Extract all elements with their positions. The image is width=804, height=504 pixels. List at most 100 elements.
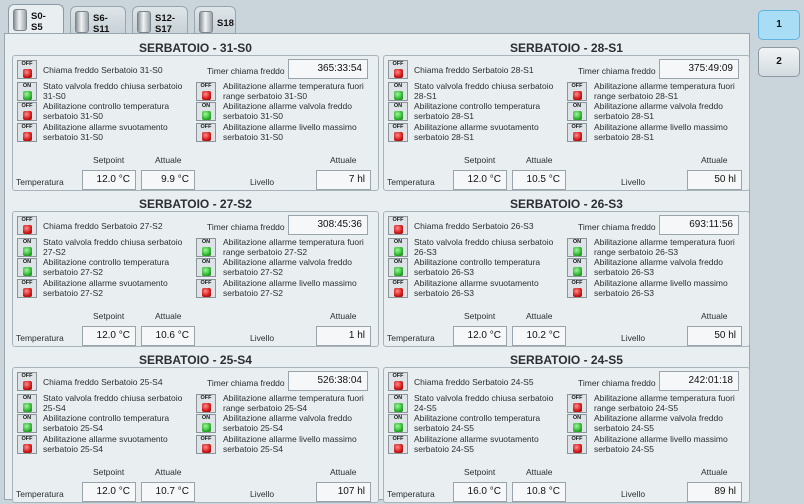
toggle-switch[interactable]: ON: [388, 238, 408, 257]
tank-icon: [13, 9, 27, 31]
toggle-switch[interactable]: ON: [196, 238, 216, 257]
tank-3: SERBATOIO - 26-S3 OFF Chiama freddo Serbat…: [383, 197, 750, 349]
status-led-icon: [573, 444, 582, 453]
status-led-icon: [394, 423, 403, 432]
status-led-icon: [394, 91, 403, 100]
level-label: Livello: [621, 177, 646, 187]
toggle-switch[interactable]: ON: [17, 238, 37, 257]
page-2-button[interactable]: 2: [758, 47, 800, 77]
tank-frame: OFF Chiama freddo Serbatoio 24-S5 ON Stato …: [383, 367, 750, 503]
setpoint-heading: Setpoint: [464, 155, 496, 165]
toggle-switch[interactable]: ON: [388, 394, 408, 413]
setpoint-value[interactable]: 12.0 °C: [453, 326, 507, 346]
level-label: Livello: [250, 489, 275, 499]
actual-heading: Attuale: [330, 155, 357, 165]
status-led-icon: [573, 132, 582, 141]
tab-s6-s11[interactable]: S6- S11: [70, 6, 126, 38]
toggle-switch[interactable]: OFF: [388, 123, 408, 142]
status-led-icon: [23, 69, 32, 78]
status-led-icon: [23, 423, 32, 432]
switch-state-label: OFF: [21, 280, 33, 286]
valve-closed-label: Stato valvola freddo chiusa serbatoio 27…: [43, 237, 183, 257]
status-led-icon: [202, 288, 211, 297]
toggle-switch[interactable]: OFF: [388, 216, 408, 235]
toggle-switch[interactable]: OFF: [17, 279, 37, 298]
toggle-switch[interactable]: ON: [567, 238, 587, 257]
setpoint-value[interactable]: 12.0 °C: [82, 482, 136, 502]
actual-heading: Attuale: [701, 467, 728, 477]
toggle-switch[interactable]: ON: [196, 102, 216, 121]
toggle-switch[interactable]: OFF: [567, 123, 587, 142]
switch-state-label: ON: [572, 239, 582, 245]
page-1-button[interactable]: 1: [758, 10, 800, 40]
setpoint-heading: Setpoint: [464, 467, 496, 477]
toggle-switch[interactable]: ON: [17, 414, 37, 433]
timer-label: Timer chiama freddo: [578, 66, 656, 76]
switch-state-label: ON: [393, 259, 403, 265]
toggle-switch[interactable]: ON: [388, 258, 408, 277]
toggle-switch[interactable]: OFF: [567, 435, 587, 454]
toggle-switch[interactable]: OFF: [17, 216, 37, 235]
range-alarm-label: Abilitazione allarme temperatura fuori r…: [223, 393, 364, 413]
toggle-switch[interactable]: ON: [388, 414, 408, 433]
toggle-switch[interactable]: OFF: [388, 279, 408, 298]
toggle-switch[interactable]: ON: [567, 102, 587, 121]
range-alarm-label: Abilitazione allarme temperatura fuori r…: [594, 237, 735, 257]
toggle-switch[interactable]: OFF: [567, 82, 587, 101]
status-led-icon: [23, 111, 32, 120]
toggle-switch[interactable]: OFF: [196, 123, 216, 142]
toggle-switch[interactable]: ON: [567, 258, 587, 277]
status-led-icon: [202, 403, 211, 412]
toggle-switch[interactable]: OFF: [567, 279, 587, 298]
setpoint-value[interactable]: 16.0 °C: [453, 482, 507, 502]
actual-heading: Attuale: [701, 311, 728, 321]
toggle-switch[interactable]: OFF: [388, 60, 408, 79]
toggle-switch[interactable]: OFF: [196, 394, 216, 413]
tank-frame: OFF Chiama freddo Serbatoio 31-S0 ON Stato …: [12, 55, 379, 191]
toggle-switch[interactable]: ON: [196, 258, 216, 277]
toggle-switch[interactable]: OFF: [196, 82, 216, 101]
toggle-switch[interactable]: ON: [388, 102, 408, 121]
status-led-icon: [394, 225, 403, 234]
toggle-switch[interactable]: ON: [196, 414, 216, 433]
setpoint-value[interactable]: 12.0 °C: [453, 170, 507, 190]
tab-s12-s17[interactable]: S12- S17: [132, 6, 188, 38]
switch-state-label: OFF: [392, 436, 404, 442]
toggle-switch[interactable]: ON: [17, 258, 37, 277]
toggle-switch[interactable]: ON: [388, 82, 408, 101]
status-led-icon: [23, 288, 32, 297]
toggle-switch[interactable]: OFF: [17, 372, 37, 391]
toggle-switch[interactable]: OFF: [17, 60, 37, 79]
valve-closed-label: Stato valvola freddo chiusa serbatoio 25…: [43, 393, 183, 413]
tank-title: SERBATOIO - 31-S0: [139, 41, 252, 55]
empty-alarm-label: Abilitazione allarme svuotamento serbato…: [43, 434, 168, 454]
switch-state-label: OFF: [21, 217, 33, 223]
toggle-switch[interactable]: OFF: [567, 394, 587, 413]
toggle-switch[interactable]: ON: [17, 394, 37, 413]
toggle-switch[interactable]: OFF: [388, 435, 408, 454]
setpoint-value[interactable]: 12.0 °C: [82, 170, 136, 190]
toggle-switch[interactable]: OFF: [196, 435, 216, 454]
level-value: 7 hl: [316, 170, 371, 190]
valve-alarm-label: Abilitazione allarme valvola freddo serb…: [223, 257, 352, 277]
level-alarm-label: Abilitazione allarme livello massimo ser…: [594, 122, 728, 142]
temperature-label: Temperatura: [16, 489, 64, 499]
setpoint-value[interactable]: 12.0 °C: [82, 326, 136, 346]
call-cold-label: Chiama freddo Serbatoio 27-S2: [43, 221, 163, 231]
toggle-switch[interactable]: OFF: [17, 435, 37, 454]
status-led-icon: [394, 288, 403, 297]
tank-1: SERBATOIO - 28-S1 OFF Chiama freddo Serbat…: [383, 41, 750, 193]
switch-state-label: OFF: [21, 124, 33, 130]
empty-alarm-label: Abilitazione allarme svuotamento serbato…: [414, 434, 539, 454]
toggle-switch[interactable]: ON: [17, 82, 37, 101]
toggle-switch[interactable]: ON: [567, 414, 587, 433]
tanks-panel: SERBATOIO - 31-S0 OFF Chiama freddo Serbat…: [4, 33, 750, 503]
toggle-switch[interactable]: OFF: [388, 372, 408, 391]
timer-value: 693:11:56: [659, 215, 739, 235]
toggle-switch[interactable]: OFF: [17, 102, 37, 121]
tab-s18[interactable]: S18: [194, 6, 236, 38]
actual-heading: Attuale: [701, 155, 728, 165]
toggle-switch[interactable]: OFF: [17, 123, 37, 142]
temp-control-label: Abilitazione controllo temperatura serba…: [43, 101, 170, 121]
toggle-switch[interactable]: OFF: [196, 279, 216, 298]
